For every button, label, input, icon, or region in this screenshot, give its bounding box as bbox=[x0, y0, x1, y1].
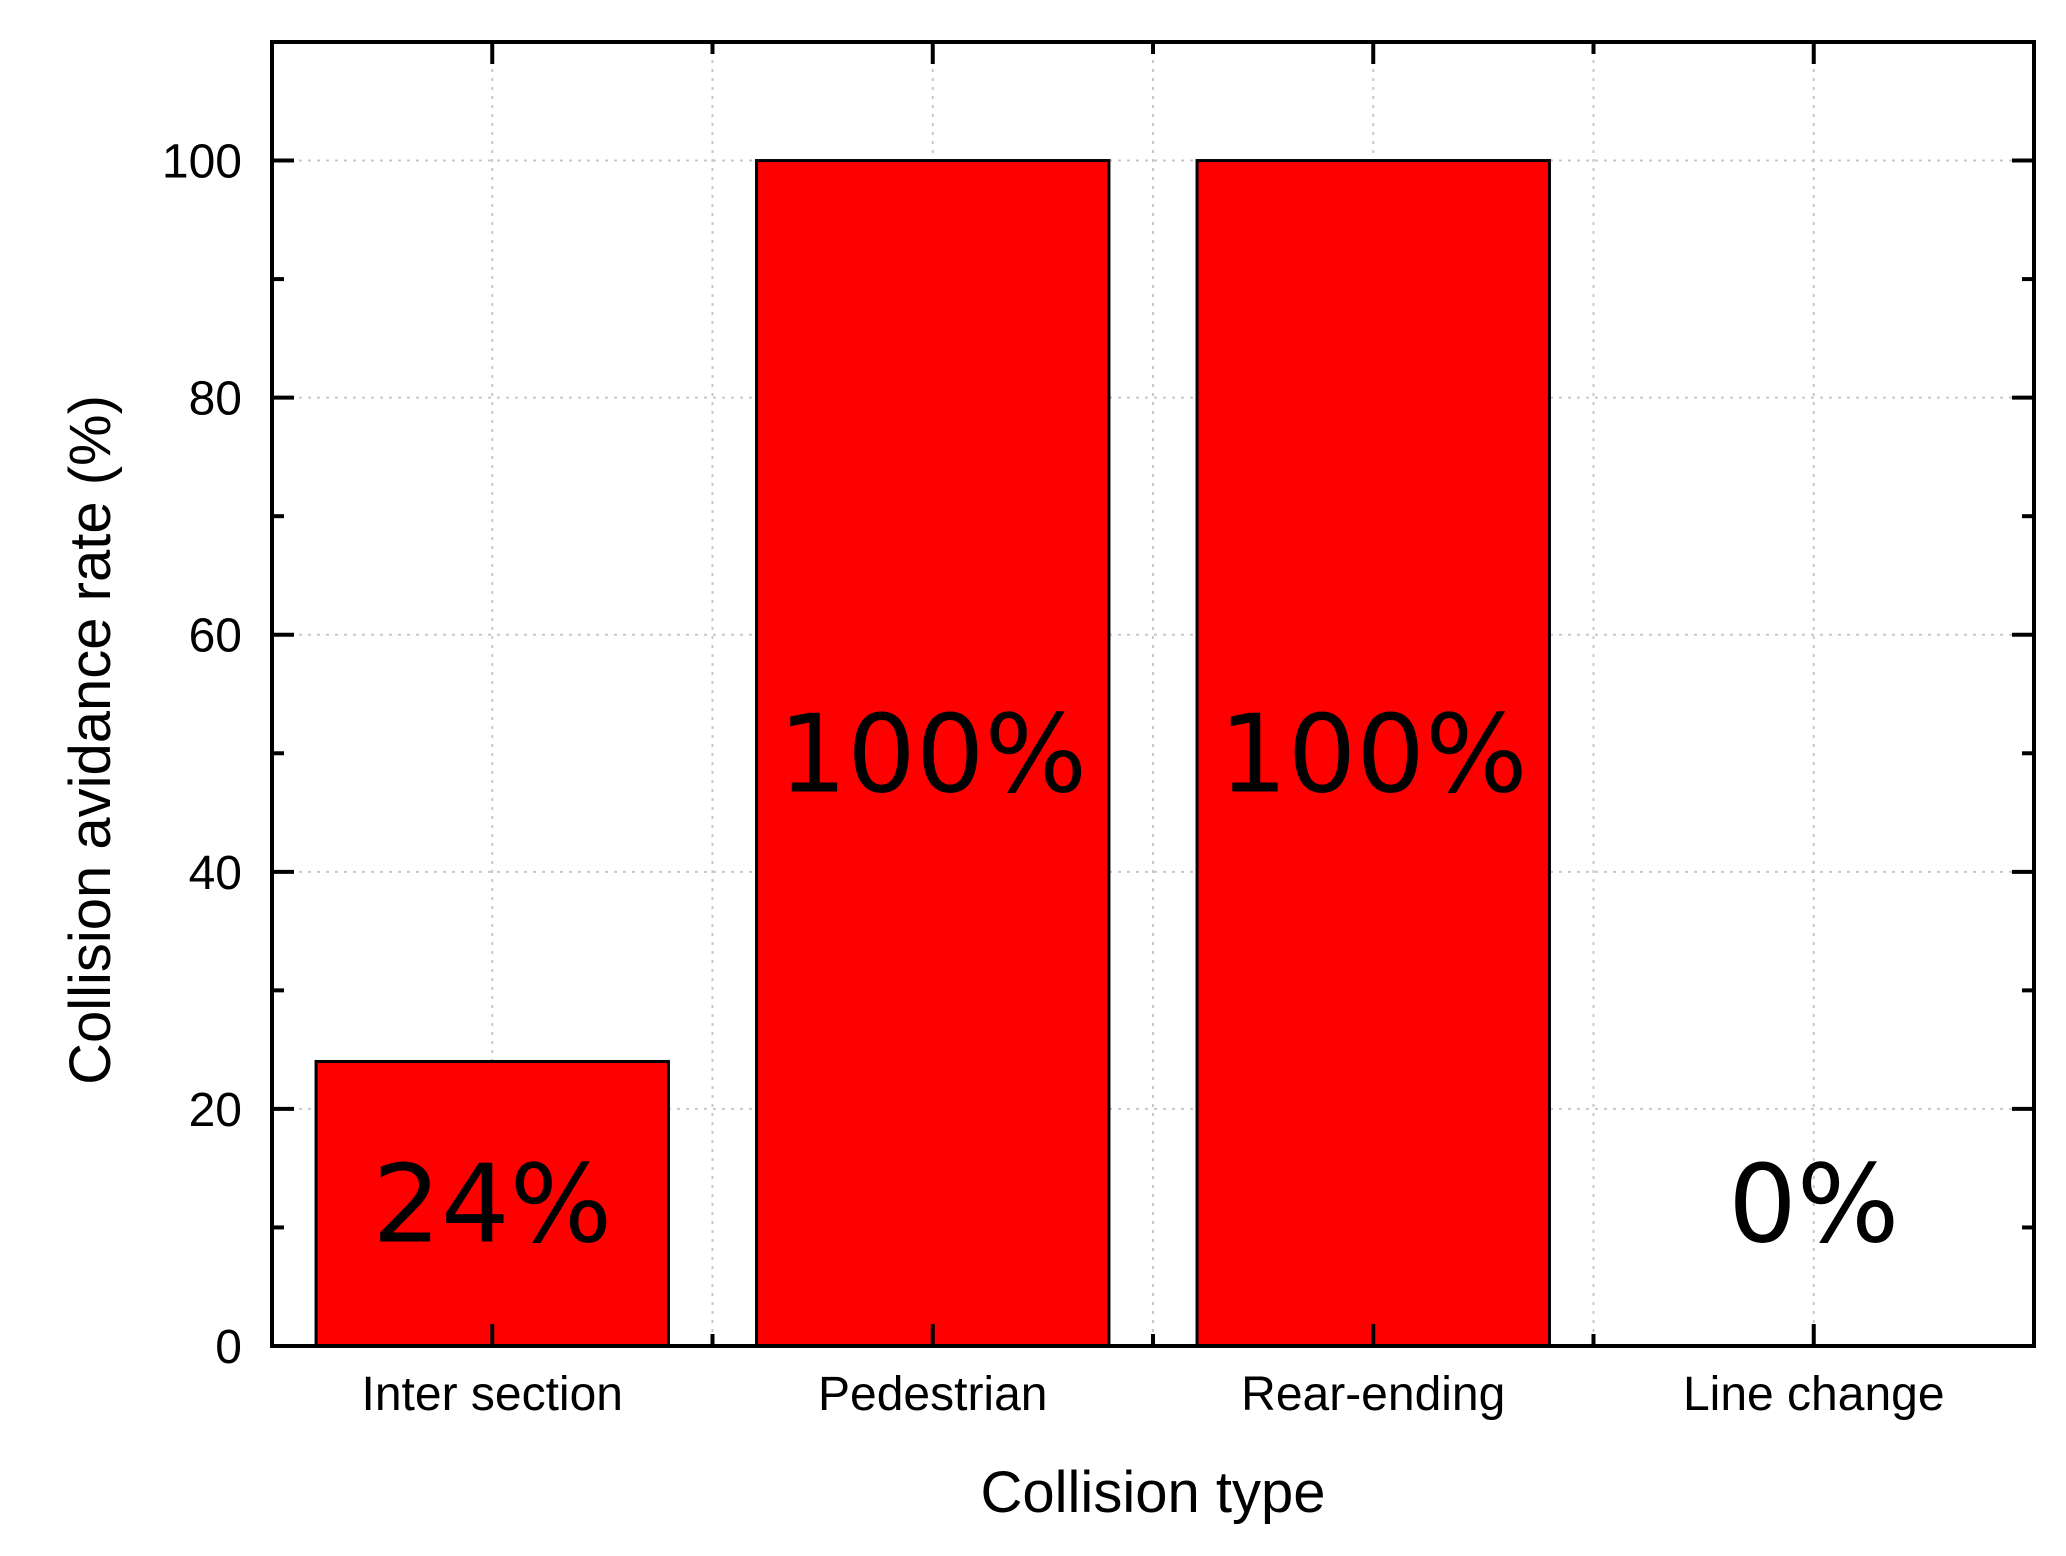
bar-value-label: 0% bbox=[1728, 1143, 1899, 1268]
x-axis-title: Collision type bbox=[981, 1460, 1326, 1525]
bar-value-label: 100% bbox=[1219, 692, 1528, 817]
tick-labels: 0 20 40 60 80 100 Inter section Pedestrian Rear-… bbox=[162, 136, 1945, 1421]
y-tick-label: 100 bbox=[162, 136, 242, 189]
y-tick-label: 80 bbox=[189, 373, 242, 426]
x-tick-label: Line change bbox=[1683, 1368, 1945, 1421]
x-tick-label: Pedestrian bbox=[818, 1368, 1047, 1421]
bar-value-label: 100% bbox=[778, 692, 1087, 817]
bar bbox=[1195, 159, 1551, 1348]
y-tick-label: 0 bbox=[215, 1321, 242, 1374]
y-axis-title: Collision avidance rate (%) bbox=[58, 395, 123, 1085]
y-tick-label: 20 bbox=[189, 1084, 242, 1137]
axis-ticks bbox=[272, 40, 2034, 1348]
y-tick-label: 60 bbox=[189, 610, 242, 663]
x-tick-label: Rear-ending bbox=[1241, 1368, 1505, 1421]
x-tick-label: Inter section bbox=[362, 1368, 623, 1421]
y-tick-label: 40 bbox=[189, 847, 242, 900]
bar bbox=[755, 159, 1111, 1348]
bars bbox=[314, 159, 1551, 1348]
data-labels: 24% 100% 100% 0% bbox=[372, 692, 1899, 1267]
bar-value-label: 24% bbox=[372, 1143, 612, 1268]
bar bbox=[314, 1059, 670, 1348]
